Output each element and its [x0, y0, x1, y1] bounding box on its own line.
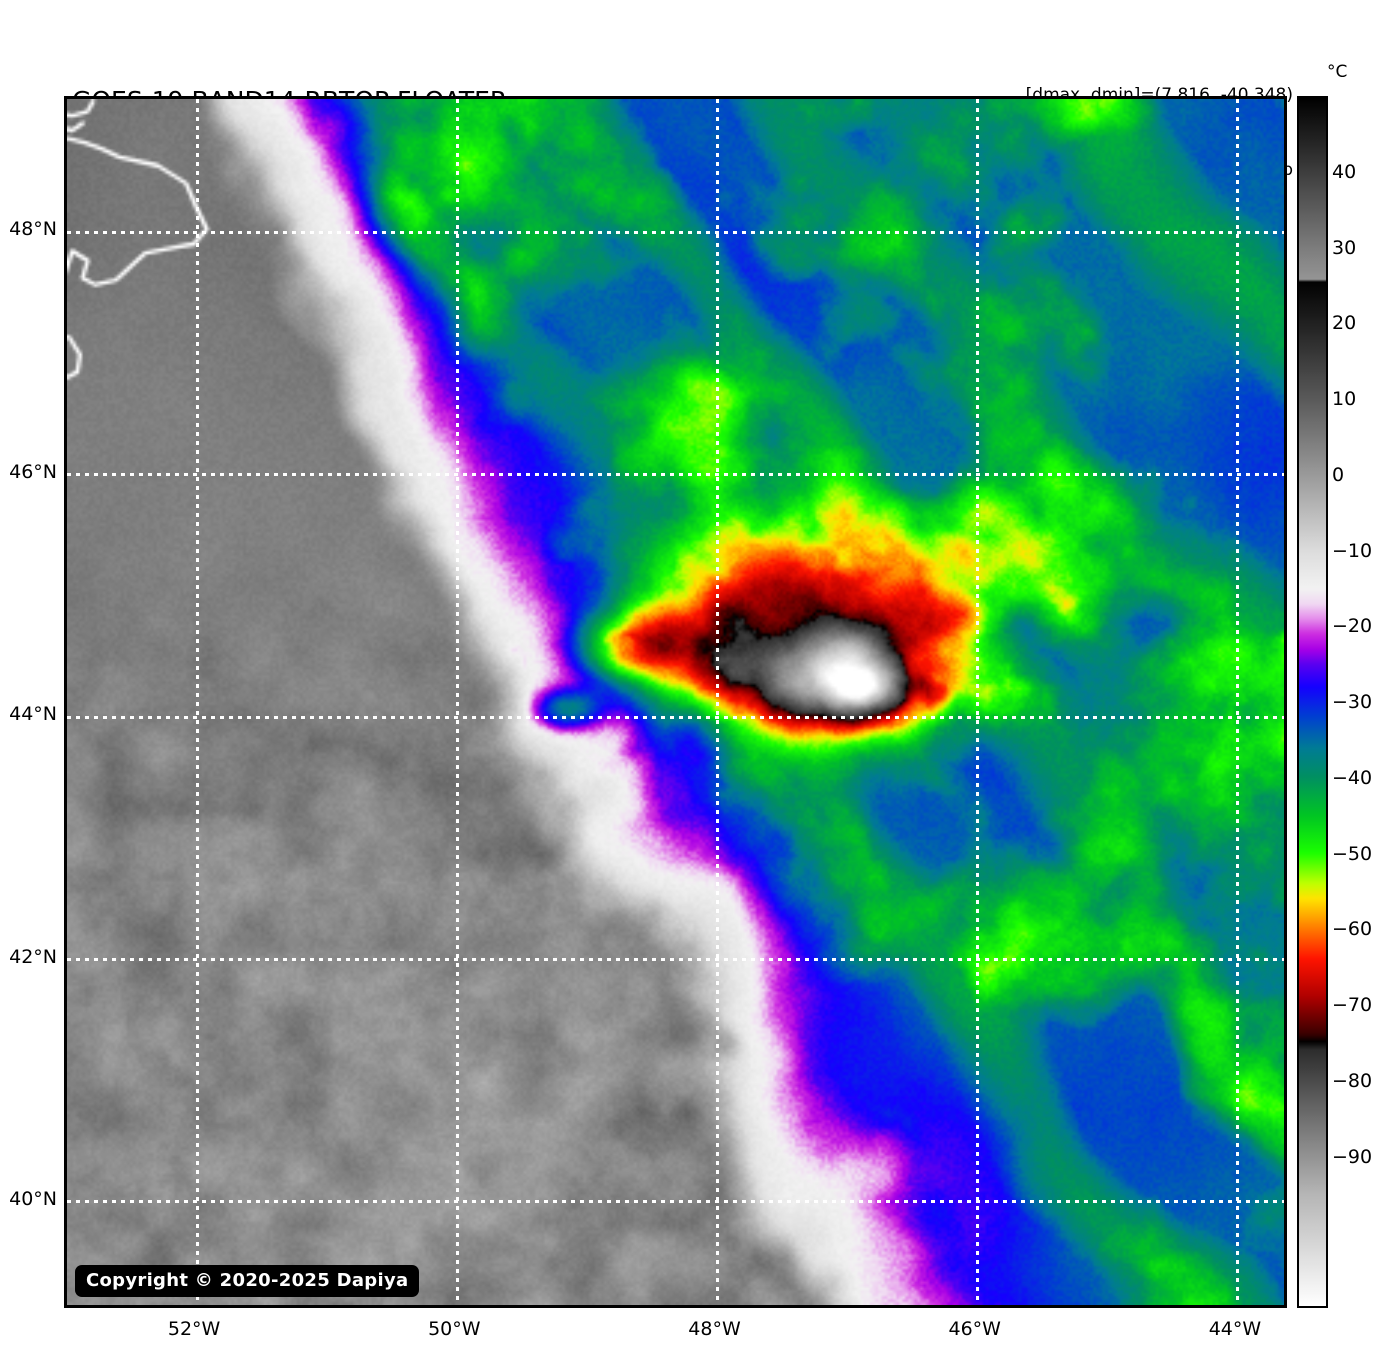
latitude-tick-label: 44°N [9, 703, 57, 726]
colorbar-tick-label: −20 [1332, 615, 1373, 638]
colorbar-tick-label: 30 [1332, 236, 1357, 259]
satellite-imagery-canvas [67, 99, 1284, 1305]
latitude-tick-label: 46°N [9, 460, 57, 483]
satellite-image-plot[interactable]: Copyright © 2020-2025 Dapiya [64, 96, 1287, 1308]
colorbar[interactable] [1297, 96, 1328, 1308]
colorbar-tick-label: −50 [1332, 842, 1373, 865]
colorbar-tick-label: −60 [1332, 918, 1373, 941]
colorbar-gradient [1299, 98, 1326, 1306]
colorbar-unit-label: °C [1327, 62, 1348, 82]
colorbar-tick-label: −90 [1332, 1145, 1373, 1168]
colorbar-tick-label: −80 [1332, 1069, 1373, 1092]
colorbar-tick-label: 40 [1332, 160, 1357, 183]
colorbar-tick-label: −70 [1332, 994, 1373, 1016]
longitude-tick-label: 44°W [1208, 1318, 1262, 1340]
longitude-tick-label: 46°W [948, 1318, 1001, 1340]
colorbar-tick-label: 0 [1332, 463, 1345, 486]
latitude-tick-label: 42°N [9, 945, 57, 968]
copyright-watermark: Copyright © 2020-2025 Dapiya [75, 1265, 420, 1297]
colorbar-tick-label: 20 [1332, 312, 1357, 335]
colorbar-tick-label: −40 [1332, 766, 1373, 789]
latitude-tick-label: 40°N [9, 1187, 57, 1210]
longitude-tick-label: 48°W [688, 1318, 741, 1340]
colorbar-tick-label: −10 [1332, 539, 1373, 562]
longitude-tick-label: 50°W [428, 1318, 481, 1340]
colorbar-tick-label: −30 [1332, 691, 1373, 713]
colorbar-tick-label: 10 [1332, 388, 1357, 410]
longitude-tick-label: 52°W [167, 1318, 221, 1340]
latitude-tick-label: 48°N [9, 218, 57, 241]
